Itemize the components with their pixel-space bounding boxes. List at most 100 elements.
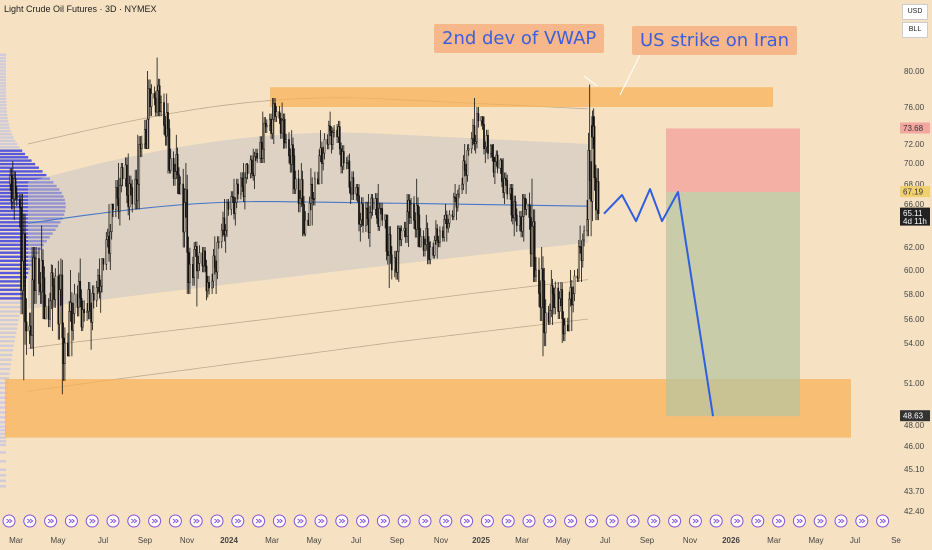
event-marker-icon[interactable] — [460, 514, 474, 528]
price-tag-bg — [900, 410, 930, 422]
time-tick-label: Sep — [640, 536, 655, 545]
event-marker-icon[interactable] — [480, 514, 494, 528]
event-marker-icon[interactable] — [314, 514, 328, 528]
candle-body — [529, 217, 532, 255]
event-marker-icon[interactable] — [85, 514, 99, 528]
event-marker-icon[interactable] — [668, 514, 682, 528]
event-marker-icon[interactable] — [210, 514, 224, 528]
event-marker-icon[interactable] — [564, 514, 578, 528]
event-marker-icon[interactable] — [252, 514, 266, 528]
candle-body — [369, 212, 371, 233]
stop-loss-zone[interactable] — [666, 128, 800, 193]
event-marker-icon[interactable] — [23, 514, 37, 528]
event-marker-icon[interactable] — [356, 514, 370, 528]
event-marker-icon[interactable] — [397, 514, 411, 528]
candle-body — [451, 214, 454, 217]
event-marker-icon[interactable] — [855, 514, 869, 528]
event-marker-icon[interactable] — [813, 514, 827, 528]
event-marker-icon[interactable] — [834, 514, 848, 528]
unit-badge[interactable]: BLL — [902, 22, 928, 38]
price-tag[interactable]: 73.68 — [900, 122, 930, 134]
candle-body — [496, 154, 499, 169]
event-marker-icon[interactable] — [127, 514, 141, 528]
time-tick-label: Mar — [515, 536, 529, 545]
candle-body — [145, 129, 147, 149]
event-marker-icon[interactable] — [688, 514, 702, 528]
candle — [9, 161, 18, 221]
price-tag[interactable]: 48.63 — [900, 410, 930, 422]
candle-body — [192, 264, 194, 279]
volume-profile-bar — [0, 432, 7, 436]
event-marker-icon[interactable] — [876, 514, 890, 528]
event-marker-icon[interactable] — [106, 514, 120, 528]
candle-body — [147, 88, 150, 120]
candle-body — [321, 147, 323, 164]
projection-path[interactable] — [603, 188, 714, 417]
strike-callout-pointer — [619, 54, 641, 96]
candle-body — [22, 233, 25, 262]
candle-body — [568, 298, 571, 332]
event-marker-icon[interactable] — [439, 514, 453, 528]
event-marker-icon[interactable] — [376, 514, 390, 528]
event-markers — [2, 514, 890, 528]
price-tag[interactable]: 67.19 — [900, 186, 930, 198]
event-marker-icon[interactable] — [792, 514, 806, 528]
event-marker-icon[interactable] — [148, 514, 162, 528]
event-marker-icon[interactable] — [293, 514, 307, 528]
event-marker-icon[interactable] — [605, 514, 619, 528]
candle-body — [204, 250, 206, 267]
event-marker-icon[interactable] — [272, 514, 286, 528]
candle-body — [76, 293, 79, 308]
event-marker-icon[interactable] — [189, 514, 203, 528]
event-marker-icon[interactable] — [2, 514, 16, 528]
event-marker-chevron — [817, 518, 824, 524]
candle-body — [233, 197, 235, 214]
event-marker-icon[interactable] — [709, 514, 723, 528]
event-marker-icon[interactable] — [64, 514, 78, 528]
event-marker-icon[interactable] — [418, 514, 432, 528]
candle-body — [278, 111, 281, 119]
candle-body — [371, 197, 374, 210]
resistance-zone[interactable] — [270, 87, 773, 107]
candle-body — [443, 219, 446, 238]
candle — [480, 116, 489, 163]
volume-profile-bar — [0, 243, 44, 246]
candle-body — [169, 158, 172, 171]
candle-body — [49, 300, 51, 320]
event-marker-icon[interactable] — [626, 514, 640, 528]
vwap-line — [27, 200, 589, 224]
candle-body — [341, 151, 344, 167]
candle — [345, 153, 355, 204]
event-marker-icon[interactable] — [543, 514, 557, 528]
event-marker-icon[interactable] — [168, 514, 182, 528]
candle-body — [182, 183, 185, 233]
event-marker-icon[interactable] — [231, 514, 245, 528]
event-marker-icon[interactable] — [501, 514, 515, 528]
time-axis[interactable]: Mar May Jul Sep Nov 2024 Mar May Jul Sep Nov 2025 Ma… — [9, 536, 901, 545]
take-profit-zone[interactable] — [666, 192, 800, 417]
event-marker-icon[interactable] — [335, 514, 349, 528]
candle-body — [467, 148, 470, 151]
event-marker-icon[interactable] — [751, 514, 765, 528]
event-marker-chevron — [47, 518, 55, 524]
candle-body — [359, 219, 362, 225]
event-marker-icon[interactable] — [584, 514, 598, 528]
candle-body — [310, 184, 312, 204]
event-marker-icon[interactable] — [772, 514, 786, 528]
event-marker-icon[interactable] — [730, 514, 744, 528]
candle-body — [25, 321, 28, 332]
volume-profile-bar — [0, 271, 29, 275]
volume-profile-bar — [0, 353, 13, 357]
event-marker-icon[interactable] — [522, 514, 536, 528]
currency-badge[interactable]: USD — [902, 4, 928, 20]
candle-body — [38, 258, 40, 284]
candle-body — [83, 309, 86, 314]
price-axis[interactable]: 80.00 76.00 72.00 70.00 68.00 66.00 62.00 60.00… — [900, 67, 930, 516]
event-marker-icon[interactable] — [44, 514, 58, 528]
candle-body — [365, 207, 367, 226]
candle-body — [378, 208, 381, 227]
event-marker-icon[interactable] — [647, 514, 661, 528]
volume-profile-bar — [0, 314, 20, 318]
